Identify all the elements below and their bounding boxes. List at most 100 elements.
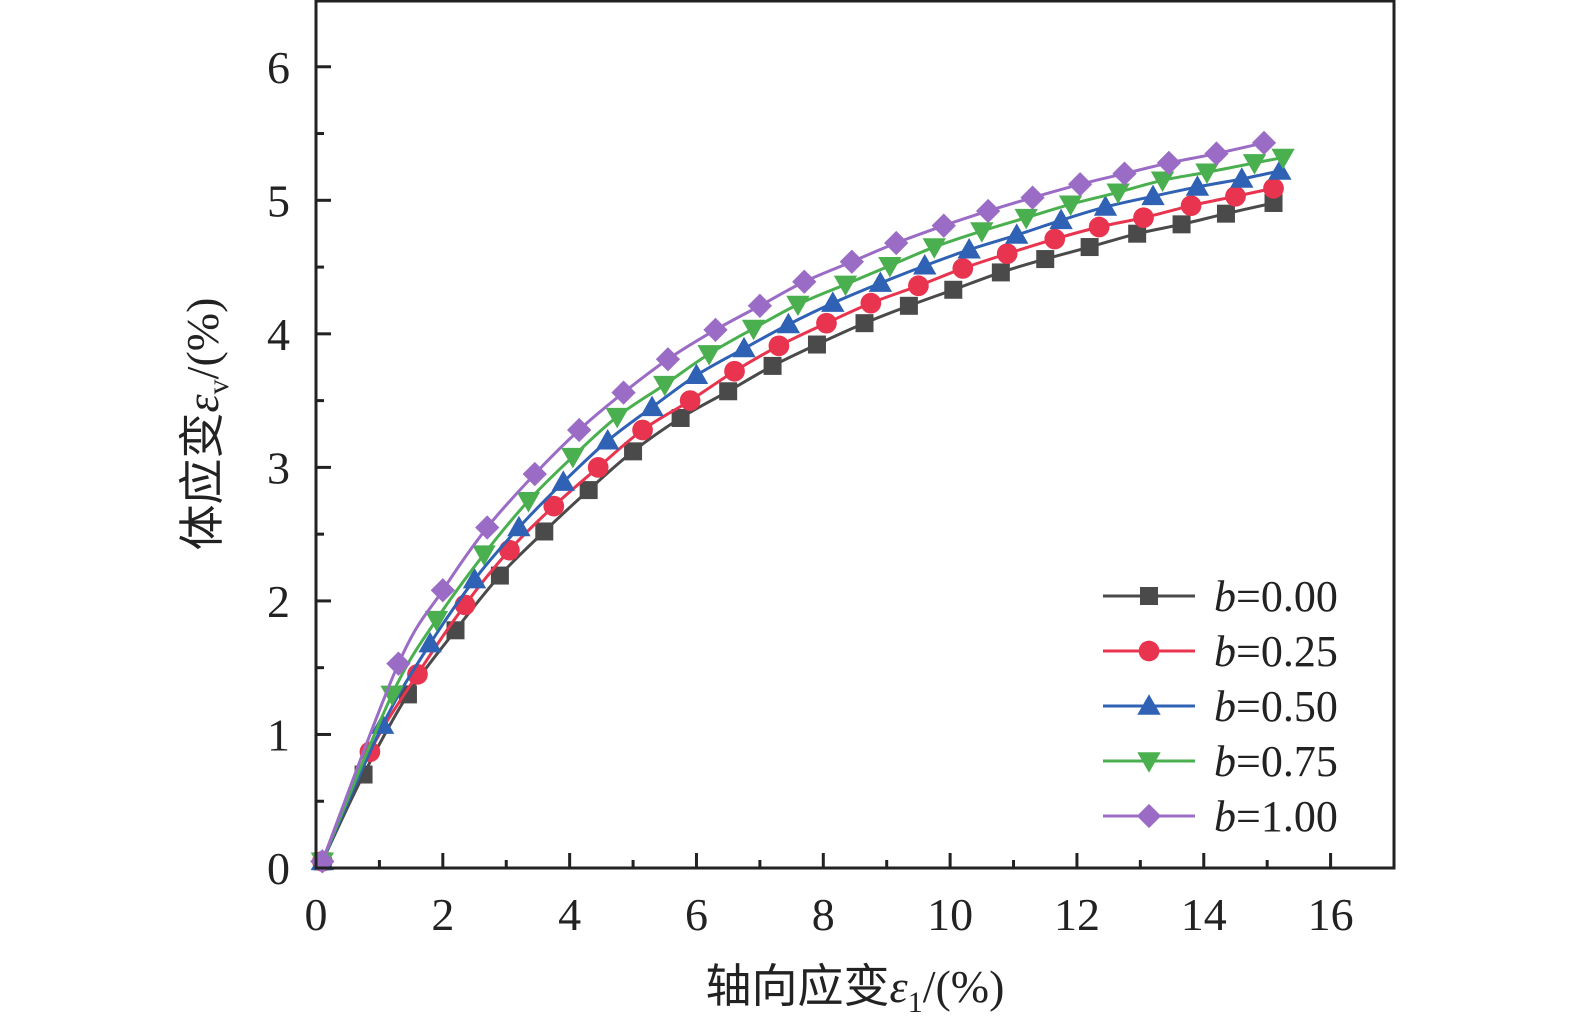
y-axis-title: 体应变εv/(%) <box>177 298 235 551</box>
data-point <box>776 312 801 334</box>
data-point <box>605 407 629 429</box>
data-point <box>1049 208 1073 230</box>
data-point <box>507 515 531 537</box>
data-point <box>679 390 701 411</box>
data-point <box>535 522 554 541</box>
data-point <box>1036 250 1055 269</box>
data-point <box>611 380 636 405</box>
legend-label: b=0.25 <box>1214 627 1338 676</box>
y-tick-label: 2 <box>267 576 290 627</box>
data-point <box>1014 208 1038 230</box>
data-point <box>561 447 585 469</box>
data-point <box>913 254 937 275</box>
data-point <box>653 375 677 397</box>
data-point <box>587 457 609 478</box>
legend-label-variable: b <box>1214 572 1236 621</box>
y-tick-label: 0 <box>267 843 290 894</box>
data-point <box>1133 207 1154 229</box>
data-point <box>595 428 620 450</box>
x-tick-label: 2 <box>431 889 454 940</box>
x-axis-title-unit: /(%) <box>923 961 1005 1012</box>
data-point <box>884 230 909 256</box>
data-point <box>970 222 994 243</box>
data-point <box>1172 215 1191 234</box>
data-point <box>624 442 643 461</box>
data-point <box>430 578 455 603</box>
data-point <box>1088 216 1110 238</box>
x-axis-title-symbol: ε <box>890 961 909 1012</box>
x-tick-label: 6 <box>685 889 708 940</box>
data-point <box>1020 185 1045 210</box>
data-point <box>899 296 918 315</box>
data-point <box>543 495 565 517</box>
data-point <box>1141 184 1165 206</box>
data-point <box>807 335 826 354</box>
x-tick-label: 10 <box>927 889 973 940</box>
data-point <box>579 481 598 500</box>
series-line <box>320 156 1284 862</box>
data-point <box>724 360 745 382</box>
data-point <box>697 345 721 366</box>
data-point <box>1242 154 1267 175</box>
data-point <box>1251 130 1277 156</box>
y-axis-title-main: 体应变 <box>177 412 228 550</box>
data-point <box>551 470 576 491</box>
y-axis-title-unit: /(%) <box>177 298 228 380</box>
data-point <box>462 567 487 589</box>
legend-item-3: b=0.75 <box>1103 737 1338 786</box>
x-axis-title-main: 轴向应变 <box>706 961 890 1012</box>
data-point <box>386 651 411 676</box>
data-point <box>816 312 837 334</box>
legend-label-variable: b <box>1214 737 1236 786</box>
data-point <box>1128 224 1147 243</box>
legend-marker <box>1137 752 1161 773</box>
legend-label-variable: b <box>1214 792 1236 841</box>
data-point <box>671 408 690 427</box>
data-point <box>655 347 681 372</box>
data-point <box>1044 228 1066 250</box>
data-point <box>1263 177 1284 199</box>
data-point <box>952 258 974 279</box>
data-point <box>472 545 496 566</box>
legend-label: b=0.00 <box>1214 572 1338 621</box>
data-point <box>1112 161 1137 186</box>
y-tick-label: 3 <box>267 442 290 493</box>
legend-item-2: b=0.50 <box>1103 682 1338 731</box>
legend-label: b=1.00 <box>1214 792 1338 841</box>
x-tick-label: 12 <box>1054 889 1100 940</box>
data-point <box>839 249 864 274</box>
data-point <box>1067 172 1093 197</box>
data-point <box>1156 150 1182 176</box>
data-point <box>1106 183 1130 204</box>
data-point <box>475 515 500 540</box>
series-3 <box>310 148 1295 874</box>
data-point <box>833 275 858 297</box>
legend-label-value: =1.00 <box>1236 792 1338 841</box>
data-point <box>640 395 664 417</box>
legend-item-0: b=0.00 <box>1103 572 1338 621</box>
legend-label-value: =0.75 <box>1236 737 1338 786</box>
data-point <box>868 271 893 292</box>
data-point <box>490 566 509 585</box>
legend-marker <box>1138 640 1160 662</box>
data-point <box>1093 195 1118 216</box>
x-tick-label: 14 <box>1181 889 1227 940</box>
plot-frame <box>314 0 1396 870</box>
data-point <box>957 238 981 259</box>
data-point <box>747 293 773 318</box>
legend: b=0.00b=0.25b=0.50b=0.75b=1.00 <box>1103 572 1338 841</box>
data-point <box>855 314 874 333</box>
x-tick-label: 8 <box>812 889 835 940</box>
data-point <box>741 319 766 341</box>
legend-label-value: =0.25 <box>1236 627 1338 676</box>
data-point <box>768 335 790 357</box>
data-point <box>792 269 817 294</box>
data-point <box>1271 148 1295 170</box>
y-tick-label: 6 <box>267 42 290 93</box>
data-point <box>878 256 902 278</box>
data-point <box>454 594 476 616</box>
data-point <box>522 461 547 487</box>
legend-marker <box>1140 587 1158 605</box>
